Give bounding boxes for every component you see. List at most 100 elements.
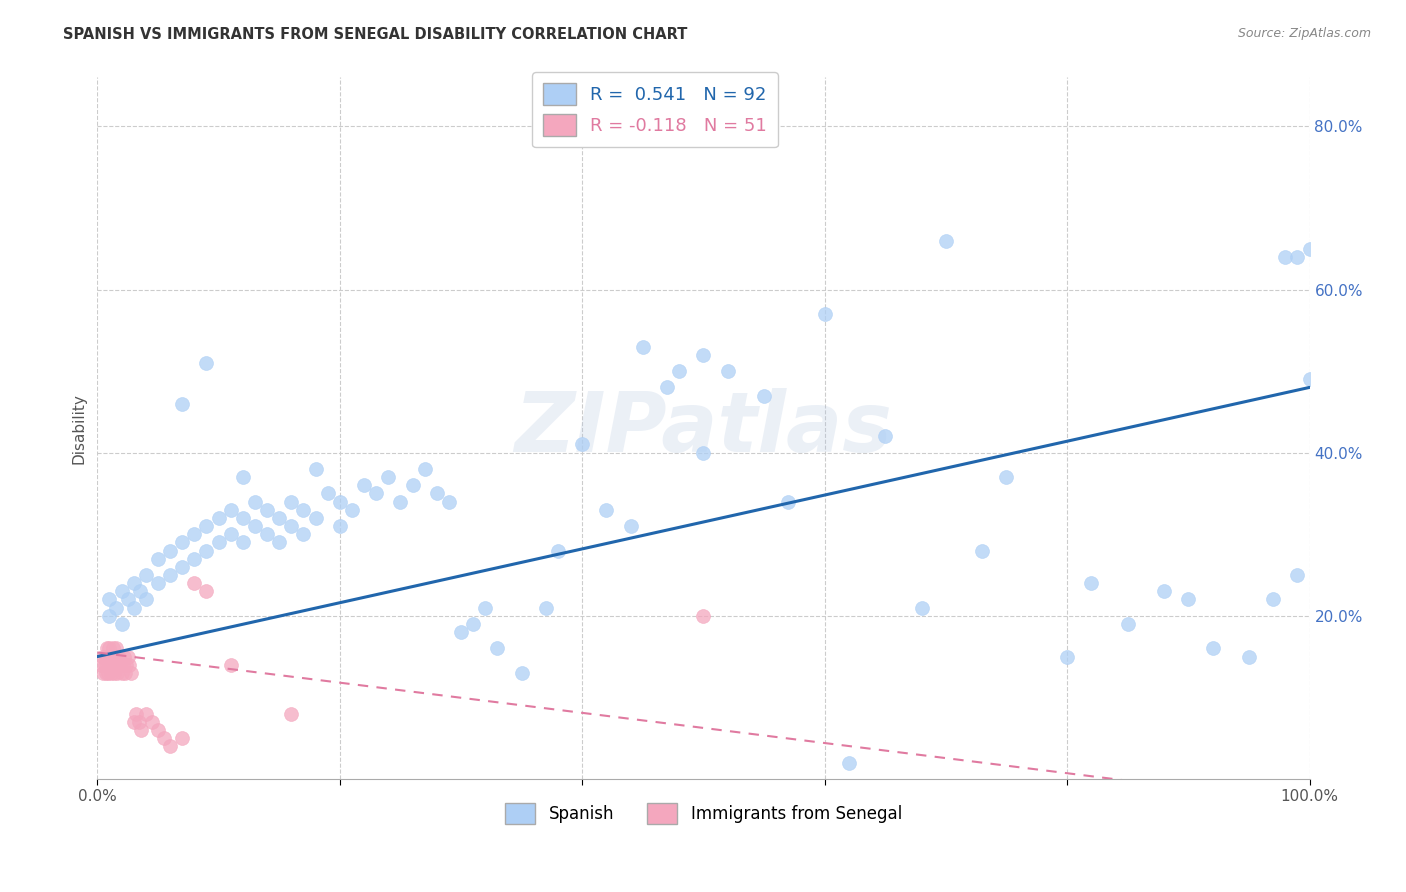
Spanish [117, 592, 139, 607]
Spanish [620, 519, 643, 533]
Text: Source: ZipAtlas.com: Source: ZipAtlas.com [1237, 27, 1371, 40]
Spanish [329, 519, 352, 533]
Y-axis label: Disability: Disability [72, 392, 86, 464]
Spanish [110, 584, 132, 599]
Immigrants from Senegal [96, 641, 118, 656]
Spanish [232, 535, 254, 549]
Spanish [1201, 641, 1223, 656]
Spanish [243, 519, 266, 533]
Spanish [401, 478, 423, 492]
Spanish [413, 462, 436, 476]
Spanish [110, 616, 132, 631]
Immigrants from Senegal [104, 641, 127, 656]
Spanish [159, 568, 181, 582]
Spanish [474, 600, 496, 615]
Immigrants from Senegal [153, 731, 176, 746]
Immigrants from Senegal [101, 641, 124, 656]
Immigrants from Senegal [122, 714, 145, 729]
Spanish [269, 535, 291, 549]
Immigrants from Senegal [103, 649, 125, 664]
Immigrants from Senegal [104, 657, 127, 672]
Immigrants from Senegal [101, 649, 124, 664]
Immigrants from Senegal [195, 584, 218, 599]
Spanish [692, 445, 714, 459]
Spanish [183, 527, 205, 541]
Spanish [534, 600, 557, 615]
Immigrants from Senegal [98, 657, 121, 672]
Immigrants from Senegal [100, 657, 122, 672]
Spanish [146, 576, 169, 591]
Spanish [778, 494, 800, 508]
Immigrants from Senegal [159, 739, 181, 754]
Spanish [280, 519, 302, 533]
Spanish [510, 665, 533, 680]
Spanish [172, 535, 194, 549]
Spanish [655, 380, 678, 394]
Spanish [304, 511, 326, 525]
Spanish [98, 608, 121, 623]
Immigrants from Senegal [117, 649, 139, 664]
Immigrants from Senegal [108, 649, 131, 664]
Spanish [1177, 592, 1199, 607]
Spanish [243, 494, 266, 508]
Immigrants from Senegal [93, 657, 115, 672]
Immigrants from Senegal [112, 649, 135, 664]
Spanish [304, 462, 326, 476]
Spanish [172, 397, 194, 411]
Text: SPANISH VS IMMIGRANTS FROM SENEGAL DISABILITY CORRELATION CHART: SPANISH VS IMMIGRANTS FROM SENEGAL DISAB… [63, 27, 688, 42]
Spanish [935, 234, 957, 248]
Spanish [1286, 568, 1309, 582]
Spanish [1274, 250, 1296, 264]
Immigrants from Senegal [280, 706, 302, 721]
Immigrants from Senegal [120, 665, 142, 680]
Spanish [631, 340, 654, 354]
Spanish [668, 364, 690, 378]
Immigrants from Senegal [93, 665, 115, 680]
Immigrants from Senegal [183, 576, 205, 591]
Spanish [207, 511, 229, 525]
Spanish [232, 511, 254, 525]
Immigrants from Senegal [219, 657, 242, 672]
Spanish [972, 543, 994, 558]
Immigrants from Senegal [146, 723, 169, 737]
Spanish [547, 543, 569, 558]
Spanish [752, 388, 775, 402]
Spanish [340, 502, 363, 516]
Immigrants from Senegal [103, 665, 125, 680]
Spanish [377, 470, 399, 484]
Spanish [1153, 584, 1175, 599]
Spanish [486, 641, 509, 656]
Spanish [1298, 372, 1320, 386]
Spanish [269, 511, 291, 525]
Spanish [183, 551, 205, 566]
Immigrants from Senegal [135, 706, 157, 721]
Immigrants from Senegal [141, 714, 163, 729]
Spanish [207, 535, 229, 549]
Immigrants from Senegal [100, 665, 122, 680]
Spanish [232, 470, 254, 484]
Spanish [104, 600, 127, 615]
Spanish [280, 494, 302, 508]
Immigrants from Senegal [90, 657, 112, 672]
Spanish [595, 502, 617, 516]
Spanish [122, 576, 145, 591]
Immigrants from Senegal [97, 649, 120, 664]
Spanish [838, 756, 860, 770]
Spanish [128, 584, 150, 599]
Spanish [195, 356, 218, 370]
Spanish [353, 478, 375, 492]
Spanish [463, 616, 485, 631]
Spanish [292, 527, 315, 541]
Spanish [256, 502, 278, 516]
Immigrants from Senegal [101, 649, 124, 664]
Spanish [814, 307, 837, 321]
Immigrants from Senegal [172, 731, 194, 746]
Spanish [195, 543, 218, 558]
Spanish [219, 527, 242, 541]
Immigrants from Senegal [105, 649, 128, 664]
Spanish [159, 543, 181, 558]
Spanish [1263, 592, 1285, 607]
Immigrants from Senegal [118, 657, 141, 672]
Spanish [1298, 242, 1320, 256]
Immigrants from Senegal [115, 657, 138, 672]
